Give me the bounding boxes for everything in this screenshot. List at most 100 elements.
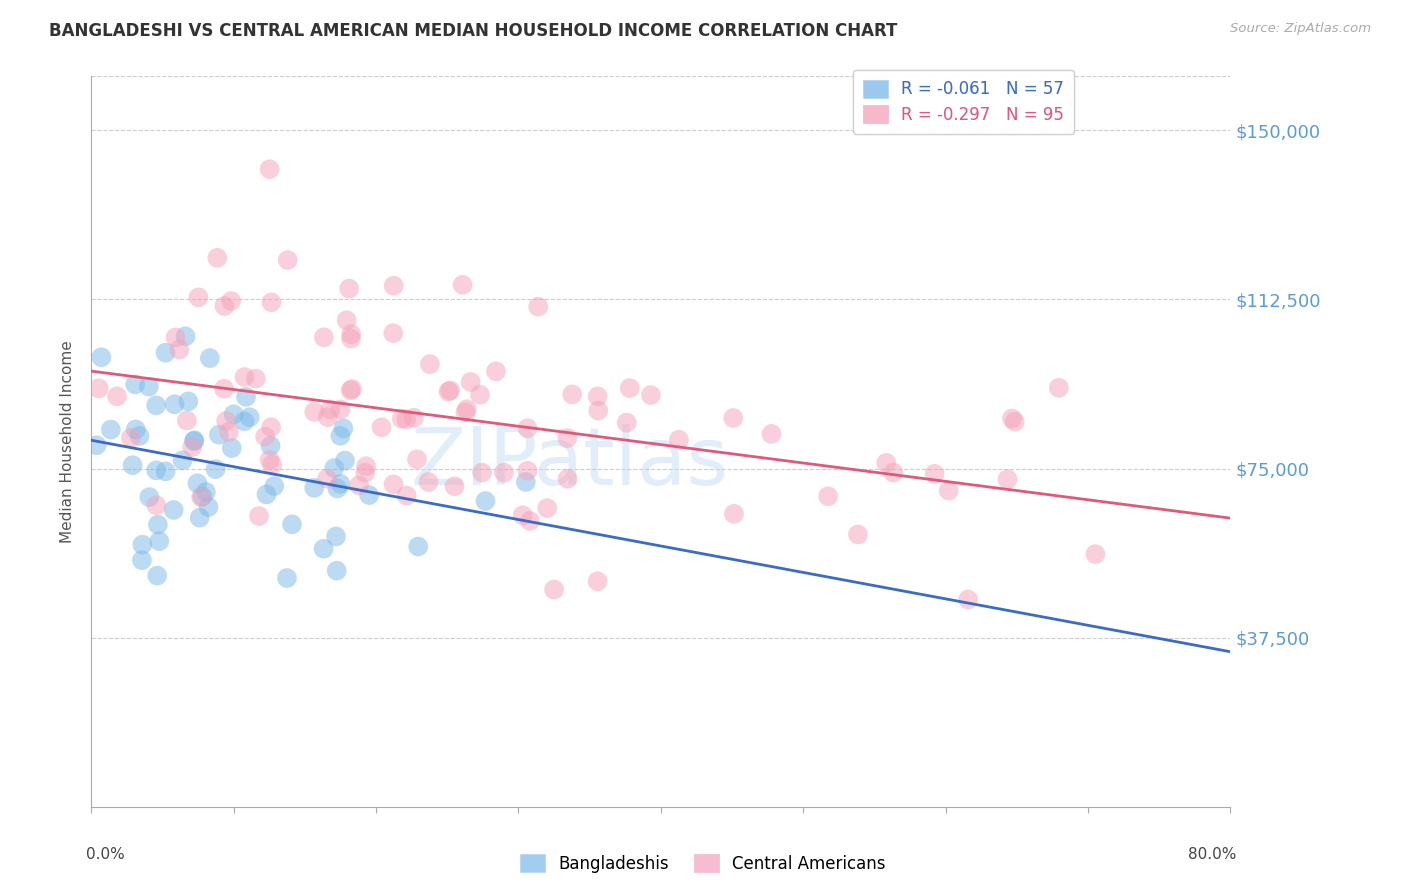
Point: [190, 490, 212, 504]
Point: [128, 429, 150, 443]
Y-axis label: Median Household Income: Median Household Income: [59, 340, 75, 543]
Point: [100, 423, 122, 437]
Point: [340, 382, 363, 396]
Point: [882, 466, 904, 480]
Point: [391, 411, 413, 425]
Point: [402, 410, 425, 425]
Point: [555, 431, 578, 445]
Point: [131, 538, 153, 552]
Point: [277, 253, 299, 268]
Point: [395, 412, 418, 426]
Point: [997, 472, 1019, 486]
Point: [281, 517, 304, 532]
Point: [165, 330, 187, 344]
Point: [619, 381, 641, 395]
Point: [256, 487, 278, 501]
Point: [148, 534, 170, 549]
Point: [215, 414, 238, 428]
Point: [146, 517, 169, 532]
Point: [536, 501, 558, 516]
Point: [239, 410, 262, 425]
Point: [145, 463, 167, 477]
Point: [105, 389, 128, 403]
Point: [131, 553, 153, 567]
Point: [245, 372, 267, 386]
Point: [90, 350, 112, 364]
Point: [1004, 415, 1026, 429]
Point: [516, 464, 538, 478]
Point: [125, 422, 148, 436]
Point: [437, 384, 460, 399]
Point: [329, 476, 352, 491]
Point: [304, 405, 326, 419]
Text: ZIPatlas: ZIPatlas: [411, 425, 728, 502]
Point: [204, 462, 226, 476]
Point: [382, 326, 405, 341]
Point: [382, 278, 405, 293]
Point: [316, 410, 339, 425]
Point: [561, 387, 583, 401]
Point: [723, 411, 745, 425]
Legend: Bangladeshis, Central Americans: Bangladeshis, Central Americans: [513, 847, 893, 880]
Point: [460, 375, 482, 389]
Point: [219, 293, 242, 308]
Point: [340, 332, 363, 346]
Point: [516, 421, 538, 435]
Point: [312, 541, 335, 556]
Point: [222, 407, 245, 421]
Text: 80.0%: 80.0%: [1188, 847, 1236, 863]
Point: [208, 427, 231, 442]
Legend: R = -0.061   N = 57, R = -0.297   N = 95: R = -0.061 N = 57, R = -0.297 N = 95: [852, 70, 1074, 134]
Point: [456, 402, 478, 417]
Point: [145, 498, 167, 512]
Point: [188, 510, 211, 524]
Point: [207, 251, 229, 265]
Point: [359, 488, 381, 502]
Point: [233, 414, 256, 428]
Point: [332, 421, 354, 435]
Point: [233, 370, 256, 384]
Point: [87, 381, 110, 395]
Point: [512, 508, 534, 523]
Point: [235, 390, 257, 404]
Point: [723, 507, 745, 521]
Point: [323, 461, 346, 475]
Point: [145, 398, 167, 412]
Point: [337, 282, 360, 296]
Point: [1047, 381, 1070, 395]
Point: [875, 456, 897, 470]
Point: [197, 500, 219, 514]
Point: [846, 527, 869, 541]
Point: [176, 413, 198, 427]
Point: [354, 459, 377, 474]
Point: [214, 299, 236, 313]
Point: [138, 379, 160, 393]
Point: [194, 484, 217, 499]
Point: [325, 529, 347, 543]
Point: [329, 402, 352, 417]
Point: [354, 466, 377, 480]
Point: [259, 162, 281, 177]
Point: [340, 327, 363, 342]
Point: [586, 389, 609, 403]
Point: [527, 300, 550, 314]
Point: [186, 476, 208, 491]
Point: [616, 416, 638, 430]
Point: [172, 453, 194, 467]
Point: [406, 540, 429, 554]
Point: [586, 574, 609, 589]
Point: [183, 434, 205, 448]
Point: [543, 582, 565, 597]
Point: [1084, 547, 1107, 561]
Point: [451, 277, 474, 292]
Point: [439, 384, 461, 398]
Point: [302, 481, 325, 495]
Point: [262, 458, 284, 472]
Point: [221, 441, 243, 455]
Point: [485, 364, 508, 378]
Point: [121, 458, 143, 473]
Point: [163, 503, 186, 517]
Point: [418, 475, 440, 489]
Point: [515, 475, 537, 489]
Point: [347, 478, 370, 492]
